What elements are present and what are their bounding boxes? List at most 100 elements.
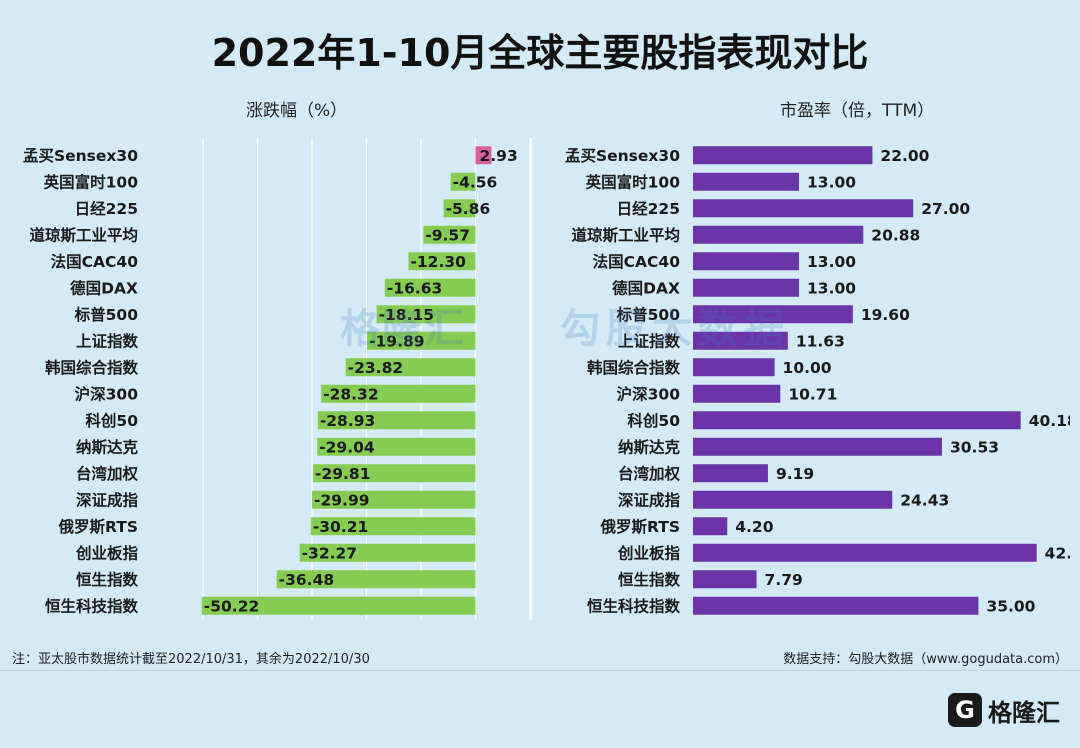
chart-title: 2022年1-10月全球主要股指表现对比 bbox=[211, 31, 869, 75]
bar bbox=[693, 543, 1037, 562]
category-label: 纳斯达克 bbox=[76, 437, 139, 456]
bar bbox=[443, 199, 476, 218]
category-label: 日经225 bbox=[617, 199, 680, 218]
bar bbox=[693, 225, 864, 244]
category-label: 深证成指 bbox=[76, 490, 139, 509]
data-label: 19.60 bbox=[861, 306, 910, 324]
bar bbox=[693, 596, 979, 615]
change-pct-chart: 孟买Sensex30 2.93 英国富时100 -4.56 日经225 -5.86 道琼斯工… bbox=[23, 138, 530, 620]
bar bbox=[367, 331, 476, 350]
left-chart-label: 涨跌幅（%） bbox=[246, 101, 348, 121]
category-label: 科创50 bbox=[85, 411, 138, 430]
bar bbox=[693, 278, 800, 297]
data-label: 22.00 bbox=[880, 147, 929, 165]
chart-divider bbox=[530, 138, 532, 620]
bar bbox=[693, 437, 942, 456]
data-label: -5.86 bbox=[446, 200, 491, 218]
category-label: 德国DAX bbox=[612, 278, 680, 297]
brand-logo: G 格隆汇 bbox=[948, 690, 1060, 730]
footer-divider bbox=[0, 670, 1080, 671]
data-label: 13.00 bbox=[807, 279, 856, 297]
category-label: 恒生指数 bbox=[76, 570, 139, 589]
category-label: 台湾加权 bbox=[76, 464, 139, 483]
data-label: -19.89 bbox=[369, 332, 424, 350]
data-label: 40.18 bbox=[1029, 412, 1070, 430]
bar bbox=[310, 517, 476, 536]
bar bbox=[693, 252, 800, 271]
category-label: 德国DAX bbox=[70, 278, 138, 297]
data-label: 30.53 bbox=[950, 438, 999, 456]
logo-icon: G bbox=[948, 693, 982, 727]
data-label: -50.22 bbox=[204, 597, 259, 615]
data-source: 数据支持：勾股大数据（www.gogudata.com） bbox=[783, 652, 1068, 667]
bar bbox=[693, 172, 800, 191]
bar bbox=[693, 464, 768, 483]
bar bbox=[693, 490, 893, 509]
category-label: 深证成指 bbox=[618, 490, 681, 509]
category-label: 创业板指 bbox=[617, 543, 681, 562]
category-label: 标普500 bbox=[616, 305, 681, 324]
category-label: 孟买Sensex30 bbox=[565, 147, 680, 165]
data-label: -12.30 bbox=[410, 253, 466, 271]
data-label: 10.71 bbox=[788, 385, 837, 403]
bar bbox=[693, 411, 1021, 430]
bar bbox=[312, 490, 476, 509]
data-label: 9.19 bbox=[776, 465, 814, 483]
category-label: 日经225 bbox=[75, 199, 138, 218]
bar bbox=[693, 384, 781, 403]
bar bbox=[345, 358, 476, 377]
category-label: 英国富时100 bbox=[43, 172, 139, 191]
data-label: 27.00 bbox=[921, 200, 970, 218]
data-label: -23.82 bbox=[348, 359, 403, 377]
category-label: 俄罗斯RTS bbox=[58, 517, 138, 536]
data-label: 4.20 bbox=[735, 518, 773, 536]
bar bbox=[321, 384, 476, 403]
bar bbox=[693, 331, 788, 350]
category-label: 沪深300 bbox=[617, 384, 681, 403]
data-label: 13.00 bbox=[807, 173, 856, 191]
data-label: 10.00 bbox=[783, 359, 832, 377]
footnote: 注：亚太股市数据统计截至2022/10/31，其余为2022/10/30 bbox=[12, 652, 370, 667]
bar bbox=[693, 146, 873, 165]
category-label: 标普500 bbox=[74, 305, 139, 324]
bar bbox=[475, 146, 492, 165]
data-label: -29.04 bbox=[319, 438, 375, 456]
bar bbox=[276, 570, 476, 589]
category-label: 纳斯达克 bbox=[618, 437, 681, 456]
category-label: 道琼斯工业平均 bbox=[571, 225, 680, 244]
data-label: -16.63 bbox=[387, 279, 442, 297]
bar bbox=[693, 199, 914, 218]
pe-ratio-chart: 孟买Sensex30 22.00 英国富时100 13.00 日经225 27.00 道琼斯… bbox=[565, 146, 1070, 615]
category-label: 上证指数 bbox=[618, 331, 681, 350]
data-label: -18.15 bbox=[379, 306, 434, 324]
category-label: 俄罗斯RTS bbox=[600, 517, 680, 536]
data-label: 35.00 bbox=[986, 597, 1035, 615]
bar bbox=[384, 278, 476, 297]
bar bbox=[317, 437, 476, 456]
bar bbox=[693, 358, 775, 377]
bar bbox=[693, 305, 853, 324]
data-label: 20.88 bbox=[871, 226, 920, 244]
category-label: 韩国综合指数 bbox=[45, 358, 139, 377]
category-label: 科创50 bbox=[627, 411, 680, 430]
category-label: 道琼斯工业平均 bbox=[29, 225, 138, 244]
bar bbox=[201, 596, 476, 615]
data-label: 13.00 bbox=[807, 253, 856, 271]
bar bbox=[423, 225, 476, 244]
category-label: 台湾加权 bbox=[618, 464, 681, 483]
data-label: -28.32 bbox=[323, 385, 378, 403]
category-label: 恒生科技指数 bbox=[587, 596, 681, 615]
data-label: 7.79 bbox=[765, 571, 803, 589]
bar bbox=[299, 543, 476, 562]
category-label: 创业板指 bbox=[75, 543, 139, 562]
bar bbox=[313, 464, 476, 483]
category-label: 恒生科技指数 bbox=[45, 596, 139, 615]
data-label: -29.99 bbox=[314, 491, 369, 509]
data-label: 11.63 bbox=[796, 332, 845, 350]
category-label: 法国CAC40 bbox=[51, 252, 139, 271]
data-label: 24.43 bbox=[900, 491, 949, 509]
data-label: -32.27 bbox=[302, 544, 357, 562]
data-label: -30.21 bbox=[313, 518, 368, 536]
bar bbox=[376, 305, 476, 324]
category-label: 韩国综合指数 bbox=[587, 358, 681, 377]
